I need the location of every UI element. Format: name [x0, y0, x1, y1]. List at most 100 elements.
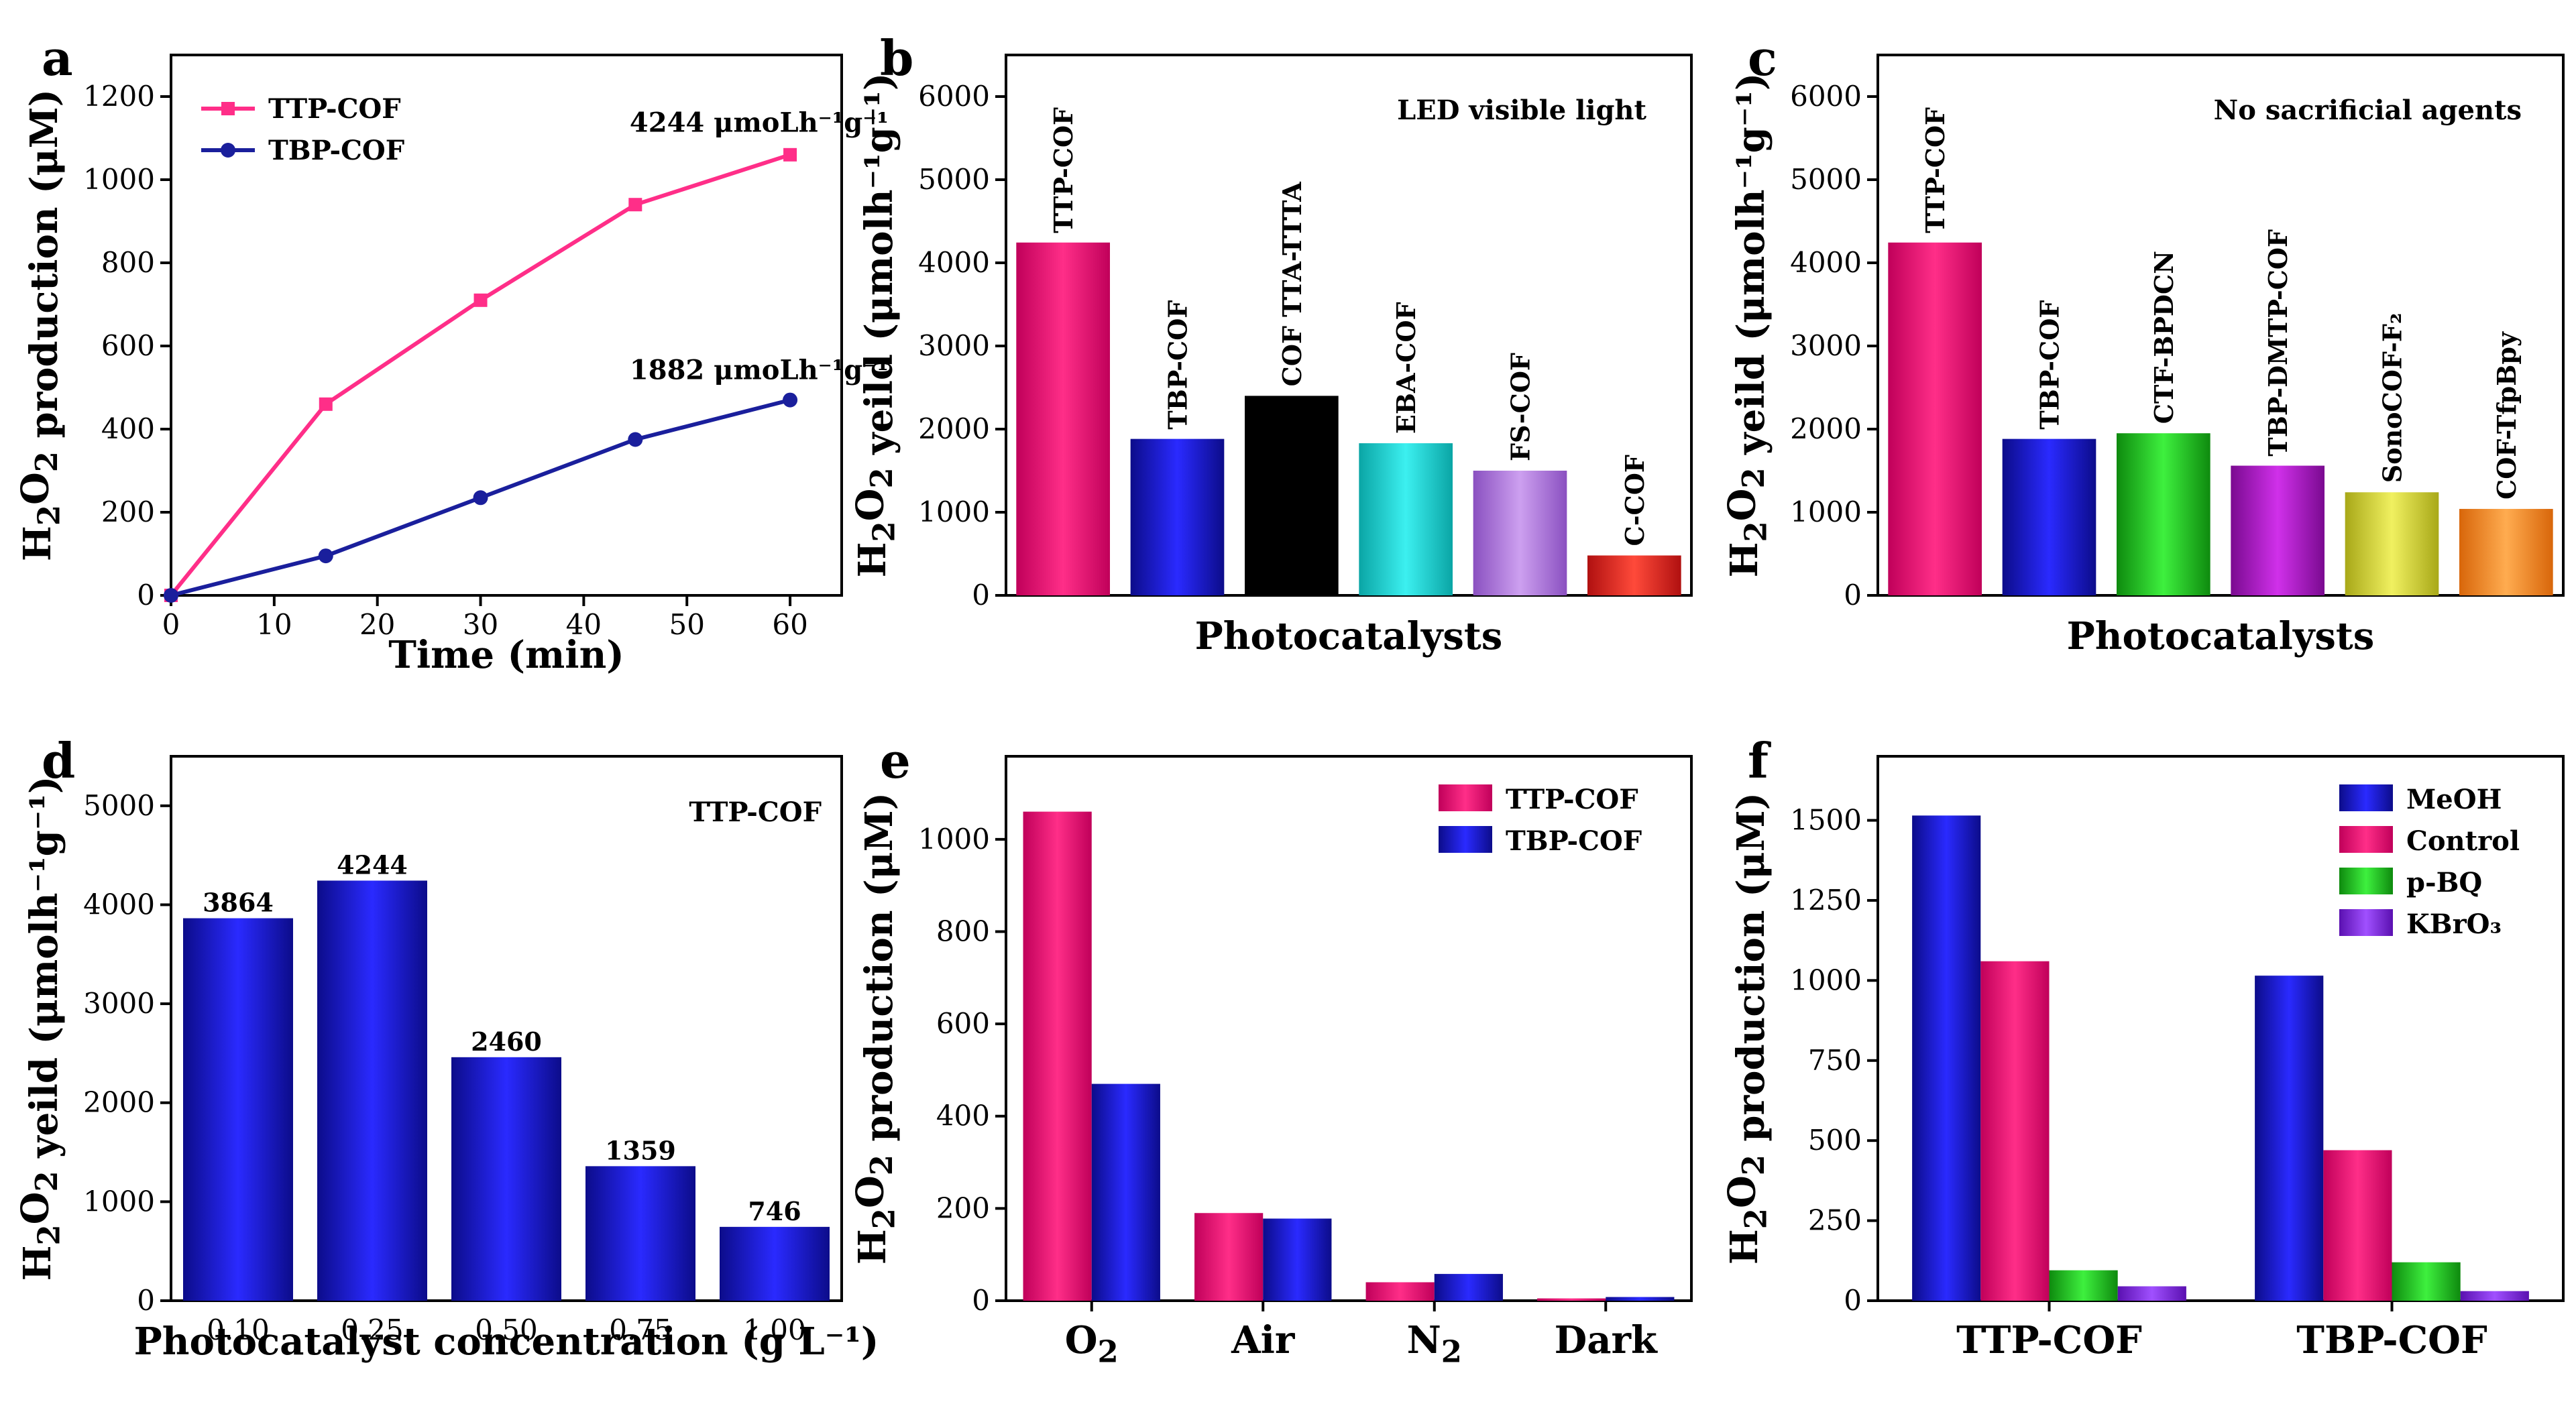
bar-label: TBP-COF: [2035, 300, 2065, 430]
data-annotation: 1882 μmoLh⁻¹g⁻¹: [630, 355, 889, 386]
legend-label: TBP-COF: [1506, 825, 1642, 857]
chart-f: 0 250 500 750 1000 1250 1500 H2O2 production (μ…: [1720, 755, 2565, 1362]
bar-value-label: 2460: [471, 1026, 542, 1057]
y-tick-label: 1000: [918, 495, 990, 528]
data-point: [783, 148, 797, 162]
bar-SonoCOF-F₂: [2345, 492, 2439, 595]
panel-label-c: c: [1748, 30, 1777, 86]
bar-TTP-COF: [1888, 242, 1982, 595]
y-tick-label: 750: [1808, 1044, 1862, 1077]
bar-value-label: 3864: [203, 888, 274, 918]
plot-frame: [1005, 54, 1693, 597]
y-axis-label: H2O2 production (μM): [13, 89, 67, 561]
bar-COF-TfpBpy: [2459, 509, 2553, 595]
plot-frame: [170, 54, 843, 597]
bar-label: COF TTA-TTTA: [1277, 182, 1307, 387]
data-point: [164, 588, 178, 603]
y-tick-label: 3000: [83, 987, 155, 1020]
bar-EBA-COF: [1359, 443, 1453, 595]
bar-MeOH-TTP-COF: [1912, 815, 1981, 1301]
legend-label: p-BQ: [2406, 867, 2482, 898]
legend-label: Control: [2406, 825, 2520, 857]
x-axis-label: Photocatalysts: [2067, 614, 2375, 658]
bar-value-label: 746: [748, 1196, 801, 1226]
x-axis-label: Photocatalyst concentration (g L⁻¹): [134, 1319, 879, 1364]
data-point: [318, 548, 333, 564]
y-tick-label: 250: [1808, 1204, 1862, 1237]
x-tick-label: 40: [566, 608, 602, 641]
y-tick-label: 1000: [918, 823, 990, 856]
x-tick-label: 30: [463, 608, 498, 641]
bar-value-label: 4244: [337, 849, 408, 880]
bar-TBP-DMTP-COF: [2231, 465, 2325, 595]
bar-p-BQ-TTP-COF: [2049, 1270, 2118, 1301]
y-tick-label: 0: [137, 1284, 155, 1317]
bar-KBrO₃-TTP-COF: [2117, 1286, 2186, 1301]
data-point: [473, 293, 488, 307]
bar-TBP-COF-Dark: [1606, 1297, 1675, 1301]
panel-label-a: a: [42, 30, 73, 86]
legend-swatch: [2339, 909, 2393, 936]
bar-value-label: 1359: [605, 1135, 676, 1165]
x-tick-label: Air: [1231, 1318, 1296, 1362]
y-tick-label: 200: [101, 495, 155, 528]
x-tick-label: O2: [1065, 1318, 1119, 1369]
legend-swatch: [2339, 868, 2393, 894]
bar-TBP-COF-N2: [1434, 1274, 1503, 1301]
bar-COF TTA-TTTA: [1244, 396, 1339, 595]
y-axis-label: H2O2 production (μM): [848, 792, 902, 1264]
x-tick-label: Dark: [1555, 1318, 1658, 1362]
y-tick-label: 1500: [1790, 804, 1862, 837]
plot-frame: [1877, 755, 2565, 1302]
x-axis-label: Time (min): [388, 633, 624, 677]
y-tick-label: 0: [1844, 579, 1862, 611]
panel-label-d: d: [42, 732, 75, 789]
bar-TBP-COF-O2: [1091, 1083, 1160, 1301]
y-tick-label: 600: [101, 329, 155, 362]
y-tick-label: 3000: [918, 329, 990, 362]
y-tick-label: 1000: [1790, 495, 1862, 528]
bar-label: TTP-COF: [1920, 107, 1950, 233]
legend-label: MeOH: [2406, 784, 2502, 815]
x-tick-label: 20: [359, 608, 395, 641]
x-tick-label: 60: [772, 608, 807, 641]
data-annotation: 4244 μmoLh⁻¹g⁻¹: [630, 107, 889, 139]
legend-swatch: [2339, 826, 2393, 853]
bar-TBP-COF: [2002, 438, 2096, 595]
y-tick-label: 6000: [1790, 80, 1862, 113]
chart-b: 0 1000 2000 3000 4000 5000 6000 H2O2 yeild (μmo…: [848, 54, 1693, 658]
y-tick-label: 1000: [83, 1185, 155, 1218]
y-tick-label: 1000: [1790, 963, 1862, 996]
y-tick-label: 5000: [83, 789, 155, 822]
y-tick-label: 1200: [83, 80, 155, 113]
y-tick-label: 4000: [83, 888, 155, 921]
legend-label: KBrO₃: [2406, 908, 2502, 940]
legend-swatch: [1439, 826, 1492, 853]
bar-0.10: [183, 918, 293, 1301]
chart-annotation: LED visible light: [1397, 95, 1646, 126]
x-tick-label: 0: [162, 608, 180, 641]
bar-0.75: [585, 1166, 695, 1301]
x-tick-label: 0.10: [207, 1313, 270, 1346]
bar-p-BQ-TBP-COF: [2392, 1262, 2461, 1301]
bar-C-COF: [1587, 555, 1681, 595]
x-tick-label: 50: [669, 608, 705, 641]
y-axis-label: H2O2 yeild (μmolh⁻¹g⁻¹): [13, 776, 67, 1281]
y-tick-label: 0: [1844, 1284, 1862, 1317]
legend-label: TTP-COF: [268, 93, 401, 125]
y-tick-label: 2000: [918, 412, 990, 445]
y-tick-label: 400: [936, 1100, 990, 1132]
y-tick-label: 5000: [1790, 163, 1862, 196]
x-tick-label: 0.50: [475, 1313, 538, 1346]
y-tick-label: 800: [936, 915, 990, 947]
y-tick-label: 6000: [918, 80, 990, 113]
legend-label: TBP-COF: [268, 135, 404, 166]
bar-TTP-COF-Air: [1194, 1213, 1264, 1301]
bar-TTP-COF-N2: [1365, 1282, 1435, 1301]
y-tick-label: 400: [101, 412, 155, 445]
y-tick-label: 0: [972, 579, 990, 611]
y-tick-label: 2000: [1790, 412, 1862, 445]
y-tick-label: 4000: [918, 246, 990, 279]
x-tick-label: 0.25: [341, 1313, 404, 1346]
